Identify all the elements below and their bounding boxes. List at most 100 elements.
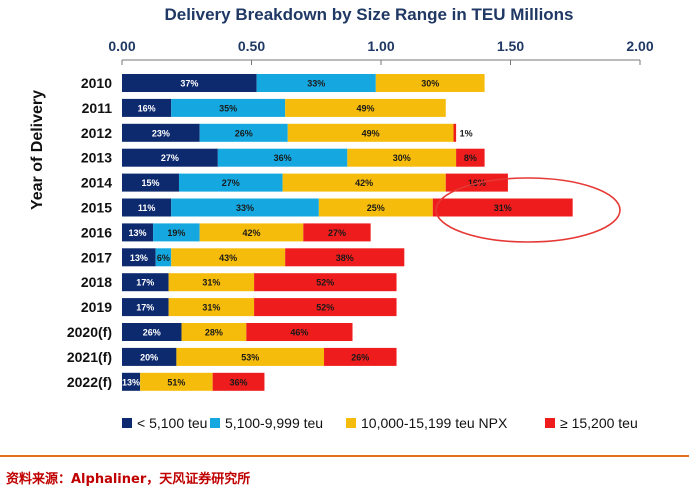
highlight-ellipse-2015: [435, 177, 621, 243]
bar-segment: [254, 298, 397, 317]
legend-swatch: [210, 418, 220, 428]
category-label: 2015: [81, 200, 112, 216]
bar-segment: [122, 347, 177, 366]
bar-segment: [453, 123, 457, 142]
data-label: 17%: [136, 278, 154, 288]
data-label: 31%: [202, 278, 220, 288]
bar-segment: [122, 223, 154, 242]
category-label: 2018: [81, 274, 112, 290]
legend-label: ≥ 15,200 teu: [560, 415, 638, 431]
data-label: 52%: [316, 303, 334, 313]
category-label: 2014: [81, 175, 112, 191]
bar-segment: [181, 323, 247, 341]
data-label: 33%: [307, 79, 325, 89]
source-divider: [0, 455, 689, 457]
data-label: 51%: [167, 377, 185, 387]
bar-segment: [178, 173, 283, 192]
category-label: 2017: [81, 249, 112, 265]
data-label: 28%: [205, 328, 223, 338]
data-label: 13%: [122, 377, 140, 387]
bar-segment: [217, 148, 348, 167]
data-label: 37%: [180, 79, 198, 89]
bar-segment: [122, 123, 200, 142]
data-label: 43%: [219, 253, 237, 263]
bar-segment: [324, 347, 397, 366]
data-label: 42%: [355, 178, 373, 188]
source-note: 资料来源：Alphaliner，天风证券研究所: [6, 472, 251, 487]
data-label: 11%: [138, 203, 156, 213]
bar-segment: [285, 98, 446, 117]
data-label: 19%: [167, 228, 185, 238]
category-label: 2013: [81, 150, 112, 166]
legend-swatch: [122, 418, 132, 428]
bar-segment: [456, 148, 485, 167]
bar-segment: [176, 347, 325, 366]
data-label: 49%: [362, 128, 380, 138]
bar-segment: [171, 248, 286, 267]
bar-segment: [318, 198, 433, 217]
data-label: 38%: [336, 253, 354, 263]
data-label: 20%: [140, 352, 158, 362]
bar-segment: [122, 323, 182, 341]
chart-title: Delivery Breakdown by Size Range in TEU …: [164, 5, 573, 24]
legend-label: < 5,100 teu: [137, 415, 207, 431]
bar-segment: [153, 223, 200, 242]
category-label: 2011: [82, 100, 113, 116]
data-label: 8%: [464, 153, 477, 163]
bar-segment: [171, 98, 286, 117]
category-label: 2021(f): [67, 349, 112, 365]
legend-swatch: [545, 418, 555, 428]
data-label: 13%: [129, 228, 147, 238]
category-label: 2020(f): [67, 324, 112, 340]
x-tick-label: 0.00: [108, 38, 135, 54]
x-tick-label: 1.00: [367, 38, 394, 54]
data-label: 30%: [393, 153, 411, 163]
bar-segment: [122, 74, 257, 92]
data-label: 26%: [143, 328, 161, 338]
bar-segment: [122, 298, 169, 317]
bar-segment: [155, 248, 172, 267]
bar-segment: [122, 198, 172, 217]
data-label: 30%: [421, 79, 439, 89]
data-label: 46%: [290, 328, 308, 338]
data-label: 16%: [138, 103, 156, 113]
x-tick-label: 2.00: [626, 38, 653, 54]
data-label: 27%: [222, 178, 240, 188]
category-label: 2022(f): [67, 374, 112, 390]
bar-segment: [432, 198, 573, 217]
bar-segment: [254, 273, 397, 292]
legend-label: 5,100-9,999 teu: [225, 415, 323, 431]
data-label: 36%: [230, 377, 248, 387]
data-label: 25%: [367, 203, 385, 213]
bar-segment: [140, 372, 213, 391]
data-label: 49%: [356, 103, 374, 113]
bar-segment: [171, 198, 319, 217]
x-tick-label: 1.50: [497, 38, 524, 54]
bar-segment: [199, 223, 304, 242]
data-label: 17%: [136, 303, 154, 313]
data-label: 15%: [141, 178, 159, 188]
bar-segment: [122, 148, 218, 167]
category-label: 2010: [81, 75, 112, 91]
bar-segment: [199, 123, 288, 142]
bar-segment: [168, 298, 255, 317]
category-label: 2016: [81, 224, 112, 240]
bar-segment: [122, 248, 156, 267]
category-label: 2012: [81, 125, 112, 141]
data-label: 27%: [328, 228, 346, 238]
bar-segment: [375, 74, 485, 92]
data-label: 27%: [161, 153, 179, 163]
legend-label: 10,000-15,199 teu NPX: [361, 415, 508, 431]
category-label: 2019: [81, 299, 112, 315]
data-label: 35%: [219, 103, 237, 113]
bar-segment: [122, 372, 141, 391]
bar-segment: [303, 223, 371, 242]
y-axis-label: Year of Delivery: [29, 90, 46, 210]
x-tick-label: 0.50: [238, 38, 265, 54]
bar-segment: [122, 273, 169, 292]
legend-swatch: [346, 418, 356, 428]
bar-segment: [282, 173, 446, 192]
bar-segment: [168, 273, 255, 292]
data-label: 31%: [202, 303, 220, 313]
